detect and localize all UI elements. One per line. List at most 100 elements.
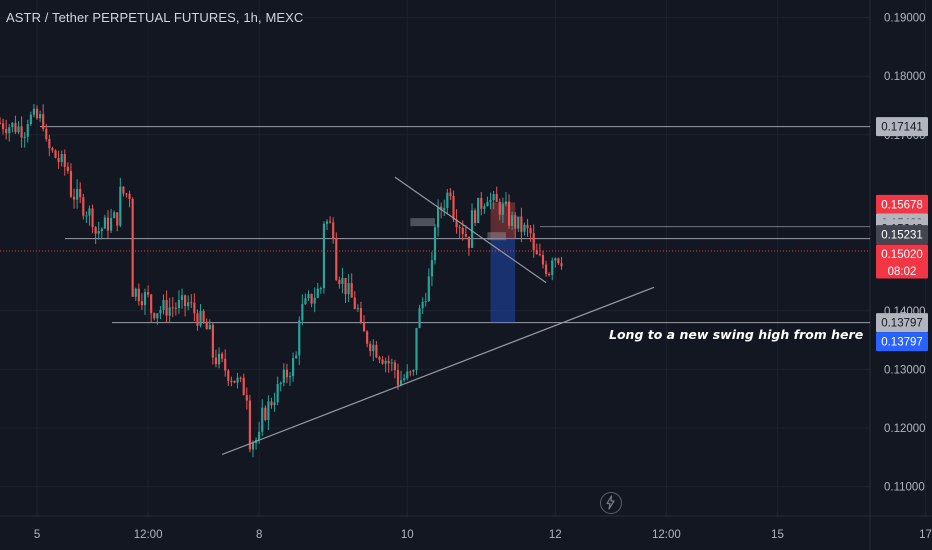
price-tag-label: 0.15020	[881, 249, 923, 261]
candle-body	[301, 304, 304, 321]
candle-body	[236, 377, 239, 383]
candle-body	[461, 227, 464, 235]
candle-body	[440, 206, 443, 210]
candle-body	[393, 362, 396, 371]
candle-body	[511, 215, 514, 226]
candle-body	[406, 371, 409, 379]
x-tick-label: 12	[549, 529, 562, 541]
candle-body	[94, 227, 97, 234]
candle-body	[375, 344, 378, 358]
candle-body	[159, 310, 162, 314]
price-tag-label: 0.13797	[881, 337, 923, 349]
candle-body	[560, 263, 563, 267]
candle-body	[162, 299, 165, 311]
candle-body	[551, 260, 554, 276]
price-tag-label: 0.15231	[881, 230, 923, 242]
candle-body	[279, 382, 282, 384]
candle-body	[128, 193, 131, 200]
candle-body	[221, 353, 224, 359]
candle-body	[63, 154, 66, 167]
candle-body	[541, 255, 545, 265]
candle-body	[418, 308, 421, 328]
candle-body	[245, 395, 248, 401]
candle-body	[29, 114, 32, 125]
candle-body	[517, 216, 520, 229]
candle-body	[106, 217, 110, 231]
candle-body	[82, 197, 85, 216]
candle-body	[335, 238, 338, 280]
candle-body	[350, 283, 353, 298]
candle-body	[48, 139, 51, 149]
candle-body	[443, 208, 446, 210]
candle-body	[554, 258, 557, 261]
candle-body	[190, 302, 193, 304]
candle-body	[470, 210, 474, 248]
candle-body	[202, 310, 205, 322]
candle-body	[23, 136, 26, 138]
candle-body	[32, 108, 36, 115]
price-tag	[876, 244, 928, 279]
position-target-zone[interactable]	[490, 238, 516, 323]
candle-body	[307, 294, 310, 299]
candle-body	[0, 123, 2, 125]
trendline-support[interactable]	[221, 286, 655, 455]
y-tick-label: 0.19000	[884, 13, 926, 25]
candle-body	[359, 308, 363, 323]
candle-body	[424, 301, 427, 303]
candle-body	[319, 288, 322, 290]
candle-body	[45, 128, 48, 140]
lightning-icon[interactable]	[600, 492, 622, 514]
candle-body	[338, 279, 341, 285]
candle-body	[214, 357, 218, 365]
candle-body	[412, 369, 415, 372]
y-tick-label: 0.13000	[884, 364, 926, 376]
candle-body	[248, 400, 251, 450]
highlight-box	[487, 232, 506, 241]
candle-body	[332, 222, 335, 239]
candle-body	[14, 122, 17, 133]
candle-body	[415, 327, 418, 370]
candle-body	[347, 283, 350, 295]
candle-body	[35, 108, 39, 119]
highlight-box	[410, 218, 435, 227]
candle-body	[458, 227, 461, 229]
candle-body	[174, 307, 177, 309]
candle-body	[251, 442, 255, 450]
candle-body	[60, 154, 63, 162]
candle-body	[196, 313, 199, 326]
candle-body	[205, 321, 208, 330]
candle-body	[116, 212, 119, 226]
candle-body	[474, 210, 477, 223]
candle-body	[199, 310, 202, 326]
candle-body	[5, 129, 8, 134]
candle-body	[119, 186, 122, 226]
candle-body	[387, 360, 390, 364]
candle-body	[72, 196, 76, 200]
candle-body	[316, 288, 319, 298]
candle-body	[356, 308, 359, 310]
chart-annotation: Long to a new swing high from here	[609, 327, 864, 342]
candle-body	[42, 114, 45, 129]
candle-body	[421, 302, 424, 309]
candle-body	[230, 380, 233, 382]
candle-body	[548, 274, 551, 276]
candle-body	[131, 199, 134, 297]
candle-body	[526, 224, 529, 229]
candle-body	[88, 208, 91, 216]
candle-body	[85, 215, 88, 217]
candle-body	[378, 357, 381, 360]
x-tick-label: 15	[771, 529, 784, 541]
candle-body	[532, 233, 535, 250]
candle-body	[427, 276, 430, 302]
candle-body	[341, 277, 344, 285]
candle-body	[557, 258, 560, 264]
candle-body	[483, 206, 486, 209]
candle-body	[486, 201, 489, 207]
price-tag	[876, 225, 928, 245]
trendline-resistance[interactable]	[394, 176, 547, 284]
candle-body	[20, 126, 23, 138]
candle-body	[498, 201, 501, 215]
candle-body	[310, 294, 313, 304]
x-tick-label: 5	[34, 529, 40, 541]
